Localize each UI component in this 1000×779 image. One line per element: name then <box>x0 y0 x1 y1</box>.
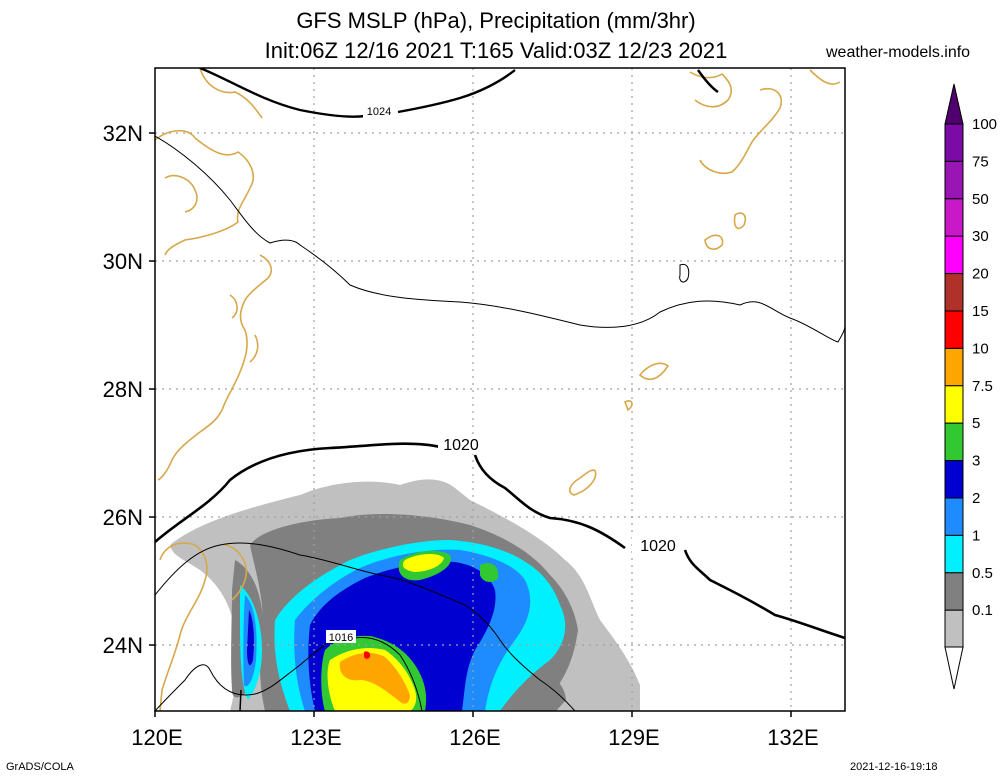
lon-label: 126E <box>449 725 500 750</box>
lat-label: 24N <box>103 633 143 658</box>
lon-label: 129E <box>608 725 659 750</box>
precip-5-patch-east <box>480 563 499 582</box>
lat-label: 32N <box>103 121 143 146</box>
isobar-1020-west <box>155 442 441 543</box>
colorbar-label: 1 <box>972 527 980 544</box>
precip-3-patch-west <box>247 610 254 666</box>
contour-label-1016: 1016 <box>329 632 353 644</box>
colorbar-swatch <box>944 422 964 462</box>
colorbar-label: 2 <box>972 490 980 507</box>
title-line-2: Init:06Z 12/16 2021 T:165 Valid:03Z 12/2… <box>264 38 728 63</box>
colorbar-swatch <box>944 534 964 574</box>
contour-label-bg <box>363 104 396 118</box>
colorbar-swatch <box>944 347 964 387</box>
precip-7.5-band-north <box>402 554 444 572</box>
isobar-1020-east <box>683 549 845 640</box>
colorbar-swatch <box>944 385 964 424</box>
colorbar-swatch <box>944 572 964 611</box>
colorbar-label: 15 <box>972 303 989 320</box>
colorbar-label: 75 <box>972 153 989 170</box>
isobar-1018-lower <box>155 542 576 711</box>
footer-software: GrADS/COLA <box>6 761 74 773</box>
colorbar-swatch <box>944 310 964 349</box>
lat-label: 26N <box>103 505 143 530</box>
contour-label-bg <box>326 630 356 643</box>
contour-label-bg <box>632 536 684 554</box>
colorbar-label: 0.5 <box>972 565 993 582</box>
colorbar-bottom-arrow <box>944 646 964 690</box>
colorbar-label: 0.1 <box>972 602 993 619</box>
contour-label-bg <box>438 436 484 454</box>
footer-timestamp: 2021-12-16-19:18 <box>850 761 938 773</box>
colorbar-swatch <box>944 198 964 237</box>
colorbar-label: 100 <box>972 116 997 133</box>
axis-ticks <box>149 132 792 717</box>
lat-label: 28N <box>103 377 143 402</box>
colorbar-swatch <box>944 123 964 162</box>
lon-label: 120E <box>131 725 182 750</box>
title-line-1: GFS MSLP (hPa), Precipitation (mm/3hr) <box>296 8 696 33</box>
isobar-1016 <box>155 639 331 711</box>
isobar-1020-mid <box>473 454 626 550</box>
latitude-labels: 32N 30N 28N 26N 24N <box>103 121 143 658</box>
colorbar-label: 30 <box>972 228 989 245</box>
grid-lines <box>155 68 845 711</box>
colorbar-swatch <box>944 160 964 200</box>
lon-label: 132E <box>767 725 818 750</box>
colorbar-swatch <box>944 235 964 275</box>
colorbar-label: 10 <box>972 340 989 357</box>
colorbar-swatch <box>944 460 964 499</box>
precipitation-field <box>170 479 640 711</box>
isobar-1024-ne <box>697 69 719 93</box>
site-credit: weather-models.info <box>826 44 971 61</box>
precip-15-spot <box>364 651 371 659</box>
isobars <box>155 68 845 711</box>
isobar-1018-upper <box>155 135 845 343</box>
contour-label-1020-a: 1020 <box>443 437 479 454</box>
isobar-closed <box>679 263 690 283</box>
isobar-1016-east <box>354 637 423 711</box>
lat-label: 30N <box>103 249 143 274</box>
colorbar-label: 50 <box>972 191 989 208</box>
colorbar-label: 7.5 <box>972 378 993 395</box>
contour-labels: 1024 1020 1020 1016 <box>326 104 684 644</box>
isobar-1024 <box>199 68 366 118</box>
isobar-1024-east <box>397 69 516 114</box>
colorbar-swatch <box>944 609 964 649</box>
colorbar-top-arrow <box>944 83 964 125</box>
precip-10-area <box>339 652 410 704</box>
colorbar-label: 3 <box>972 453 980 470</box>
colorbar-legend: 100 75 50 30 20 15 10 7.5 5 3 2 1 0.5 0.1 <box>944 83 997 690</box>
colorbar-label: 5 <box>972 415 980 432</box>
lon-label: 123E <box>290 725 341 750</box>
contour-label-1024: 1024 <box>367 106 391 118</box>
isobar-near-taiwan <box>239 689 242 711</box>
coastlines <box>155 68 841 711</box>
colorbar-label: 20 <box>972 266 989 283</box>
colorbar-swatch <box>944 497 964 536</box>
contour-label-1020-b: 1020 <box>640 538 676 555</box>
colorbar-swatch <box>944 273 964 312</box>
longitude-labels: 120E 123E 126E 129E 132E <box>131 725 818 750</box>
